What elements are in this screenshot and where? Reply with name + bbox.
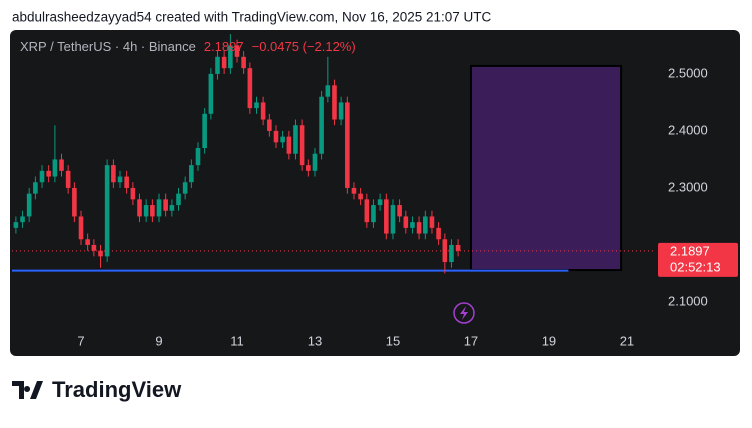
candle-body [254,102,259,109]
candle-body [189,165,194,183]
candle-body [137,199,142,217]
candle-body [26,193,32,217]
candle-body [286,136,292,154]
plot: 2.1000 2.3000 2.4000 2.5000 7 9 11 13 15 17 19 21 2.… [12,33,738,348]
legend: XRP / TetherUS · 4h · Binance 2.1897 −0.04… [20,39,356,54]
candle-body [182,182,188,194]
candle-body [124,176,129,188]
candle-body [59,159,64,171]
candle-body [117,176,123,183]
candle-body [221,56,227,69]
x-tick-label: 17 [464,333,478,348]
change: −0.0475 (−2.12%) [252,39,356,54]
candle-body [241,56,246,69]
candle-body [280,136,285,143]
candle-body [403,216,409,228]
candle-body [13,222,19,228]
candle-body [91,244,97,251]
candle-body [319,96,324,154]
candle-body [449,244,454,263]
candle-body [332,85,337,120]
price-tag [658,242,738,277]
candle-body [364,199,370,223]
candle-body [20,216,25,223]
candle-body [52,159,58,177]
candle-body [325,85,331,97]
x-tick-label: 21 [620,333,634,348]
candle-body [429,216,435,228]
x-tick-label: 15 [386,333,400,348]
candle-body [377,199,383,206]
y-tick-label: 2.3000 [668,179,708,194]
logo: TradingView [12,377,182,402]
candle-body [416,222,422,234]
candle-body [384,199,389,234]
candle-body [423,216,428,234]
candle-body [85,239,90,245]
x-tick-label: 9 [155,333,162,348]
rectangle-drawing [469,64,623,272]
candle-body [410,222,415,228]
candle-body [228,45,233,69]
x-tick-label: 19 [542,333,556,348]
candle-body [338,102,344,120]
candle-body [33,182,38,194]
candle-body [78,216,84,240]
candle-body [397,205,402,217]
candle-body [260,102,266,120]
candle-body [306,165,311,171]
price-tag-value: 2.1897 [670,243,710,258]
logo-icon [12,381,43,399]
candle-body [371,205,376,223]
candle-body [163,199,168,211]
candle-body [143,205,149,217]
candle-body [208,73,214,114]
candle-body [72,187,77,217]
candle-body [65,170,71,188]
candle-body [436,227,441,240]
x-tick-label: 11 [230,333,244,348]
candle-body [442,239,448,263]
candle-body [150,205,155,217]
candle-body [390,205,396,234]
lightning [460,306,468,320]
candle-body [195,148,201,166]
header: abdulrasheedzayyad54 created with Tradin… [12,10,492,25]
candle-body [156,199,162,217]
candle-body [247,68,253,109]
y-tick-label: 2.5000 [668,65,708,80]
candle-body [455,244,461,251]
candle-body [169,205,175,211]
candle-body [234,45,240,57]
candle-body [299,125,305,166]
x-tick-label: 13 [308,333,322,348]
candle-body [358,193,363,200]
candle-body [104,165,110,257]
candle-body [293,125,298,154]
last-price: 2.1897 [204,39,244,54]
candle-body [312,153,318,171]
y-tick-label: 2.4000 [668,122,708,137]
candle-body [98,250,103,257]
candle-body [273,130,279,143]
event-icon[interactable] [453,302,475,324]
candle-body [130,187,136,200]
y-tick-label: 2.1000 [668,293,708,308]
candle-body [111,165,116,183]
candle-body [176,193,181,206]
candle-body [46,170,51,177]
candle-body [39,170,45,183]
candle-body [267,119,272,131]
logo-text: TradingView [52,377,182,402]
candle-body [202,113,207,149]
x-tick-label: 7 [77,333,84,348]
candle-body [215,56,220,74]
price-tag-countdown: 02:52:13 [670,259,721,274]
symbol: XRP / TetherUS · 4h · Binance [20,39,196,54]
candle-body [351,187,357,194]
candle-body [345,102,350,188]
chart-panel [10,30,740,356]
